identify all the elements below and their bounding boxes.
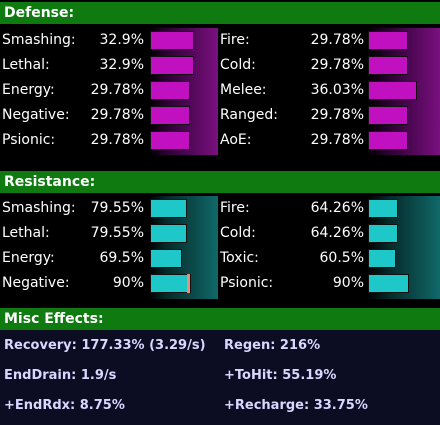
misc-recharge: +Recharge: 33.75% [224, 398, 368, 413]
resistance-right-value: 64.26% [310, 225, 364, 241]
defense-left-label: Lethal: [2, 57, 50, 73]
defense-right-bar [368, 106, 408, 125]
resistance-panel: Smashing: 79.55% Lethal: 79.55% Energy: 69.5%… [0, 196, 440, 299]
defense-right-label: Melee: [220, 82, 267, 98]
defense-left-bar [150, 56, 194, 75]
misc-tohit: +ToHit: 55.19% [224, 368, 337, 383]
resistance-right-label: Psionic: [220, 275, 274, 291]
resistance-left-label: Smashing: [2, 200, 76, 216]
resistance-right-bar [368, 274, 409, 293]
resistance-right-value: 60.5% [319, 250, 364, 266]
resistance-left-row: Negative: 90% [0, 271, 218, 296]
defense-left-label: Energy: [2, 82, 55, 98]
defense-left-label: Smashing: [2, 32, 76, 48]
resistance-right-label: Toxic: [220, 250, 259, 266]
defense-right-label: Fire: [220, 32, 250, 48]
resistance-left-row: Smashing: 79.55% [0, 196, 218, 221]
resistance-right-value: 64.26% [310, 200, 364, 216]
defense-right-value: 29.78% [310, 132, 364, 148]
defense-right-bar [368, 56, 408, 75]
defense-left-row: Psionic: 29.78% [0, 128, 218, 153]
resistance-left-label: Negative: [2, 275, 70, 291]
defense-left-row: Smashing: 32.9% [0, 28, 218, 53]
defense-right-label: Ranged: [220, 107, 278, 123]
defense-right-label: Cold: [220, 57, 256, 73]
defense-panel: Smashing: 32.9% Lethal: 32.9% Energy: 29.78% N… [0, 28, 440, 155]
defense-left-bar [150, 131, 190, 150]
resistance-right-row: Psionic: 90% [218, 271, 440, 296]
defense-left-bar [150, 31, 194, 50]
defense-right-value: 29.78% [310, 107, 364, 123]
defense-left-value: 29.78% [90, 82, 144, 98]
resistance-left-cap-marker [187, 274, 190, 293]
defense-left-value: 29.78% [90, 132, 144, 148]
defense-left-value: 32.9% [99, 32, 144, 48]
resistance-left-label: Lethal: [2, 225, 50, 241]
defense-right-row: Cold: 29.78% [218, 53, 440, 78]
resistance-left-label: Energy: [2, 250, 55, 266]
defense-left-row: Lethal: 32.9% [0, 53, 218, 78]
defense-left-row: Energy: 29.78% [0, 78, 218, 103]
resistance-left-bar [150, 224, 187, 243]
defense-right-row: AoE: 29.78% [218, 128, 440, 153]
defense-left-value: 29.78% [90, 107, 144, 123]
defense-left-column: Smashing: 32.9% Lethal: 32.9% Energy: 29.78% N… [0, 28, 218, 155]
defense-right-row: Fire: 29.78% [218, 28, 440, 53]
defense-left-bar [150, 106, 190, 125]
defense-right-row: Ranged: 29.78% [218, 103, 440, 128]
resistance-left-row: Lethal: 79.55% [0, 221, 218, 246]
defense-right-value: 29.78% [310, 57, 364, 73]
defense-right-value: 36.03% [310, 82, 364, 98]
misc-header: Misc Effects: [0, 308, 440, 330]
resistance-right-row: Fire: 64.26% [218, 196, 440, 221]
resistance-right-value: 90% [332, 275, 364, 291]
defense-right-row: Melee: 36.03% [218, 78, 440, 103]
resistance-left-row: Energy: 69.5% [0, 246, 218, 271]
resistance-right-row: Toxic: 60.5% [218, 246, 440, 271]
defense-header: Defense: [0, 2, 440, 24]
resistance-left-bar [150, 249, 182, 268]
defense-left-row: Negative: 29.78% [0, 103, 218, 128]
misc-regen: Regen: 216% [224, 338, 321, 353]
resistance-right-bar [368, 249, 396, 268]
resistance-right-bar [368, 199, 398, 218]
defense-right-column: Fire: 29.78% Cold: 29.78% Melee: 36.03% Ranged… [218, 28, 440, 155]
resistance-left-value: 69.5% [99, 250, 144, 266]
resistance-left-bar [150, 199, 187, 218]
resistance-right-row: Cold: 64.26% [218, 221, 440, 246]
resistance-right-bar [368, 224, 398, 243]
misc-endrdx: +EndRdx: 8.75% [4, 398, 125, 413]
resistance-left-value: 90% [112, 275, 144, 291]
resistance-left-column: Smashing: 79.55% Lethal: 79.55% Energy: 69.5%… [0, 196, 218, 299]
defense-right-bar [368, 31, 408, 50]
defense-right-bar [368, 81, 417, 100]
resistance-right-label: Cold: [220, 225, 256, 241]
resistance-left-value: 79.55% [90, 200, 144, 216]
defense-right-bar [368, 131, 408, 150]
resistance-left-value: 79.55% [90, 225, 144, 241]
defense-right-value: 29.78% [310, 32, 364, 48]
resistance-header: Resistance: [0, 171, 440, 193]
defense-right-label: AoE: [220, 132, 252, 148]
defense-left-label: Psionic: [2, 132, 56, 148]
defense-left-bar [150, 81, 190, 100]
resistance-right-label: Fire: [220, 200, 250, 216]
defense-left-label: Negative: [2, 107, 70, 123]
misc-enddrain: EndDrain: 1.9/s [4, 368, 117, 383]
defense-left-value: 32.9% [99, 57, 144, 73]
misc-panel: Recovery: 177.33% (3.29/s) Regen: 216% E… [0, 330, 440, 425]
misc-recovery: Recovery: 177.33% (3.29/s) [4, 338, 206, 353]
resistance-left-bar [150, 274, 191, 293]
resistance-right-column: Fire: 64.26% Cold: 64.26% Toxic: 60.5% Psionic… [218, 196, 440, 299]
